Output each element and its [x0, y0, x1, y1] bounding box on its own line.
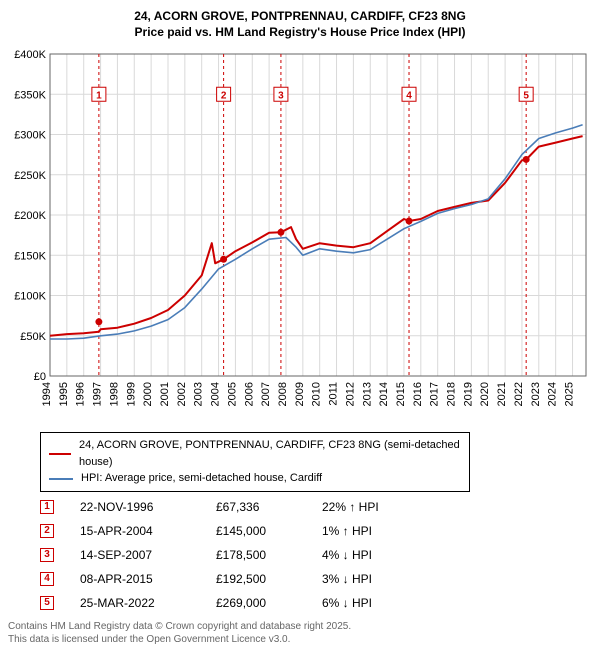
svg-text:1999: 1999: [125, 382, 137, 406]
svg-text:£400K: £400K: [14, 49, 46, 61]
title-line1: 24, ACORN GROVE, PONTPRENNAU, CARDIFF, C…: [8, 8, 592, 24]
footer-line2: This data is licensed under the Open Gov…: [8, 633, 592, 647]
svg-text:£50K: £50K: [20, 331, 46, 343]
transaction-diff: 3% ↓ HPI: [322, 572, 412, 586]
svg-text:4: 4: [406, 91, 412, 102]
svg-text:2022: 2022: [513, 382, 525, 406]
svg-text:2012: 2012: [344, 382, 356, 406]
svg-text:£350K: £350K: [14, 90, 46, 102]
transaction-row: 2 15-APR-2004 £145,000 1% ↑ HPI: [40, 524, 592, 538]
transaction-date: 25-MAR-2022: [80, 596, 190, 610]
footer: Contains HM Land Registry data © Crown c…: [8, 620, 592, 647]
svg-text:2016: 2016: [412, 382, 424, 406]
svg-text:1997: 1997: [92, 382, 104, 406]
legend-item-hpi: HPI: Average price, semi-detached house,…: [49, 470, 461, 487]
transaction-row: 3 14-SEP-2007 £178,500 4% ↓ HPI: [40, 548, 592, 562]
line-chart: £0 £50K £100K £150K £200K £250K £300K £350K £400…: [8, 46, 592, 426]
svg-text:2013: 2013: [361, 382, 373, 406]
svg-text:2005: 2005: [226, 382, 238, 406]
svg-text:2002: 2002: [176, 382, 188, 406]
svg-text:2007: 2007: [260, 382, 272, 406]
svg-text:2014: 2014: [378, 382, 390, 406]
svg-text:1998: 1998: [108, 382, 120, 406]
transactions-table: 1 22-NOV-1996 £67,336 22% ↑ HPI 2 15-APR-2004…: [40, 500, 592, 610]
legend-label-2: HPI: Average price, semi-detached house,…: [81, 470, 322, 487]
svg-text:1996: 1996: [75, 382, 87, 406]
transaction-diff: 4% ↓ HPI: [322, 548, 412, 562]
transaction-price: £269,000: [216, 596, 296, 610]
svg-text:5: 5: [523, 91, 529, 102]
svg-text:2017: 2017: [429, 382, 441, 406]
svg-text:1: 1: [96, 91, 102, 102]
transaction-marker: 1: [40, 500, 54, 514]
transaction-price: £145,000: [216, 524, 296, 538]
legend-label-1: 24, ACORN GROVE, PONTPRENNAU, CARDIFF, C…: [79, 437, 461, 470]
transaction-price: £192,500: [216, 572, 296, 586]
svg-text:2: 2: [221, 91, 227, 102]
svg-text:£0: £0: [34, 371, 46, 383]
svg-text:2021: 2021: [496, 382, 508, 406]
transaction-diff: 6% ↓ HPI: [322, 596, 412, 610]
transaction-price: £178,500: [216, 548, 296, 562]
svg-text:2019: 2019: [462, 382, 474, 406]
legend-swatch-1: [49, 453, 71, 455]
svg-text:2015: 2015: [395, 382, 407, 406]
svg-text:£250K: £250K: [14, 170, 46, 182]
legend-swatch-2: [49, 478, 73, 480]
chart-title: 24, ACORN GROVE, PONTPRENNAU, CARDIFF, C…: [8, 8, 592, 40]
transaction-row: 5 25-MAR-2022 £269,000 6% ↓ HPI: [40, 596, 592, 610]
svg-text:2010: 2010: [311, 382, 323, 406]
svg-text:2006: 2006: [243, 382, 255, 406]
title-line2: Price paid vs. HM Land Registry's House …: [8, 24, 592, 40]
svg-text:2023: 2023: [530, 382, 542, 406]
svg-text:2003: 2003: [193, 382, 205, 406]
svg-text:£150K: £150K: [14, 251, 46, 263]
chart-area: £0 £50K £100K £150K £200K £250K £300K £350K £400…: [8, 46, 592, 426]
svg-text:£200K: £200K: [14, 210, 46, 222]
svg-text:£100K: £100K: [14, 291, 46, 303]
svg-text:2018: 2018: [446, 382, 458, 406]
svg-text:2001: 2001: [159, 382, 171, 406]
svg-text:2011: 2011: [328, 382, 340, 406]
transaction-row: 1 22-NOV-1996 £67,336 22% ↑ HPI: [40, 500, 592, 514]
svg-text:£300K: £300K: [14, 130, 46, 142]
transaction-marker: 4: [40, 572, 54, 586]
svg-text:1995: 1995: [58, 382, 70, 406]
footer-line1: Contains HM Land Registry data © Crown c…: [8, 620, 592, 634]
transaction-diff: 22% ↑ HPI: [322, 500, 412, 514]
transaction-date: 08-APR-2015: [80, 572, 190, 586]
transaction-date: 15-APR-2004: [80, 524, 190, 538]
svg-text:2024: 2024: [547, 382, 559, 406]
svg-text:2025: 2025: [564, 382, 576, 406]
transaction-marker: 3: [40, 548, 54, 562]
legend: 24, ACORN GROVE, PONTPRENNAU, CARDIFF, C…: [40, 432, 470, 492]
transaction-row: 4 08-APR-2015 £192,500 3% ↓ HPI: [40, 572, 592, 586]
transaction-diff: 1% ↑ HPI: [322, 524, 412, 538]
svg-text:2000: 2000: [142, 382, 154, 406]
transaction-date: 22-NOV-1996: [80, 500, 190, 514]
transaction-marker: 5: [40, 596, 54, 610]
svg-text:2008: 2008: [277, 382, 289, 406]
svg-text:2004: 2004: [210, 382, 222, 406]
transaction-date: 14-SEP-2007: [80, 548, 190, 562]
svg-text:1994: 1994: [41, 382, 53, 406]
svg-text:2020: 2020: [479, 382, 491, 406]
transaction-price: £67,336: [216, 500, 296, 514]
legend-item-price-paid: 24, ACORN GROVE, PONTPRENNAU, CARDIFF, C…: [49, 437, 461, 470]
svg-text:2009: 2009: [294, 382, 306, 406]
svg-text:3: 3: [278, 91, 284, 102]
transaction-marker: 2: [40, 524, 54, 538]
